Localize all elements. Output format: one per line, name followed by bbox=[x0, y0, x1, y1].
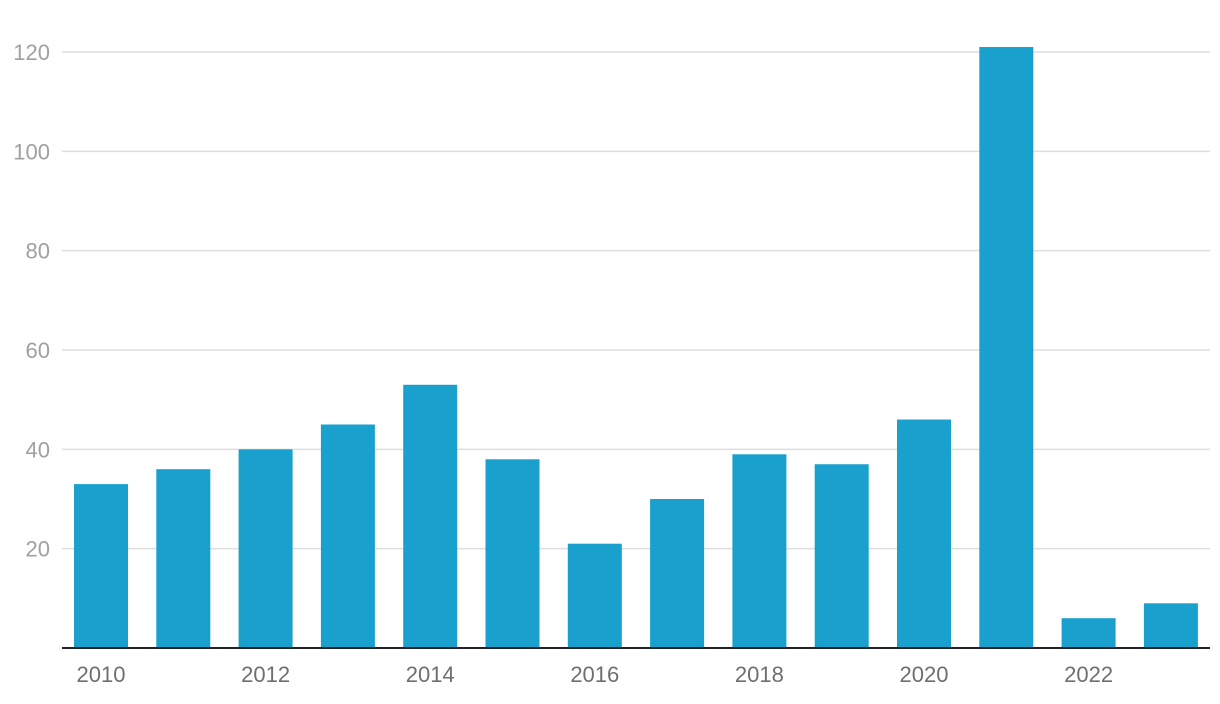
x-tick-label-2010: 2010 bbox=[77, 662, 126, 687]
y-tick-label-120: 120 bbox=[13, 40, 50, 65]
y-tick-label-60: 60 bbox=[26, 338, 50, 363]
x-tick-label-2020: 2020 bbox=[900, 662, 949, 687]
x-tick-label-2012: 2012 bbox=[241, 662, 290, 687]
bar-2020 bbox=[897, 419, 951, 648]
bar-2012 bbox=[238, 449, 293, 648]
x-axis-tick-labels: 2010 2012 2014 2016 2018 2020 2022 bbox=[77, 662, 1114, 687]
bar-2022 bbox=[1061, 618, 1116, 648]
y-tick-label-40: 40 bbox=[26, 437, 50, 462]
bar-2011 bbox=[156, 469, 211, 648]
bar-2023 bbox=[1143, 603, 1198, 648]
x-tick-label-2018: 2018 bbox=[735, 662, 784, 687]
bars bbox=[74, 47, 1198, 649]
x-tick-label-2014: 2014 bbox=[406, 662, 455, 687]
bar-2015 bbox=[485, 459, 540, 648]
bar-2014 bbox=[403, 384, 458, 648]
bar-2019 bbox=[814, 464, 869, 648]
bar-2021 bbox=[979, 47, 1034, 649]
bar-2018 bbox=[732, 454, 787, 648]
bar-2016 bbox=[567, 543, 622, 648]
bar-2010 bbox=[74, 484, 128, 648]
y-tick-label-80: 80 bbox=[26, 239, 50, 264]
y-tick-label-100: 100 bbox=[13, 139, 50, 164]
x-tick-label-2022: 2022 bbox=[1064, 662, 1113, 687]
y-axis-tick-labels: 20 40 60 80 100 120 bbox=[13, 40, 50, 562]
x-tick-label-2016: 2016 bbox=[570, 662, 619, 687]
gridlines bbox=[62, 51, 1210, 550]
bar-2017 bbox=[650, 499, 705, 648]
bar-2013 bbox=[320, 424, 375, 648]
y-tick-label-20: 20 bbox=[26, 537, 50, 562]
